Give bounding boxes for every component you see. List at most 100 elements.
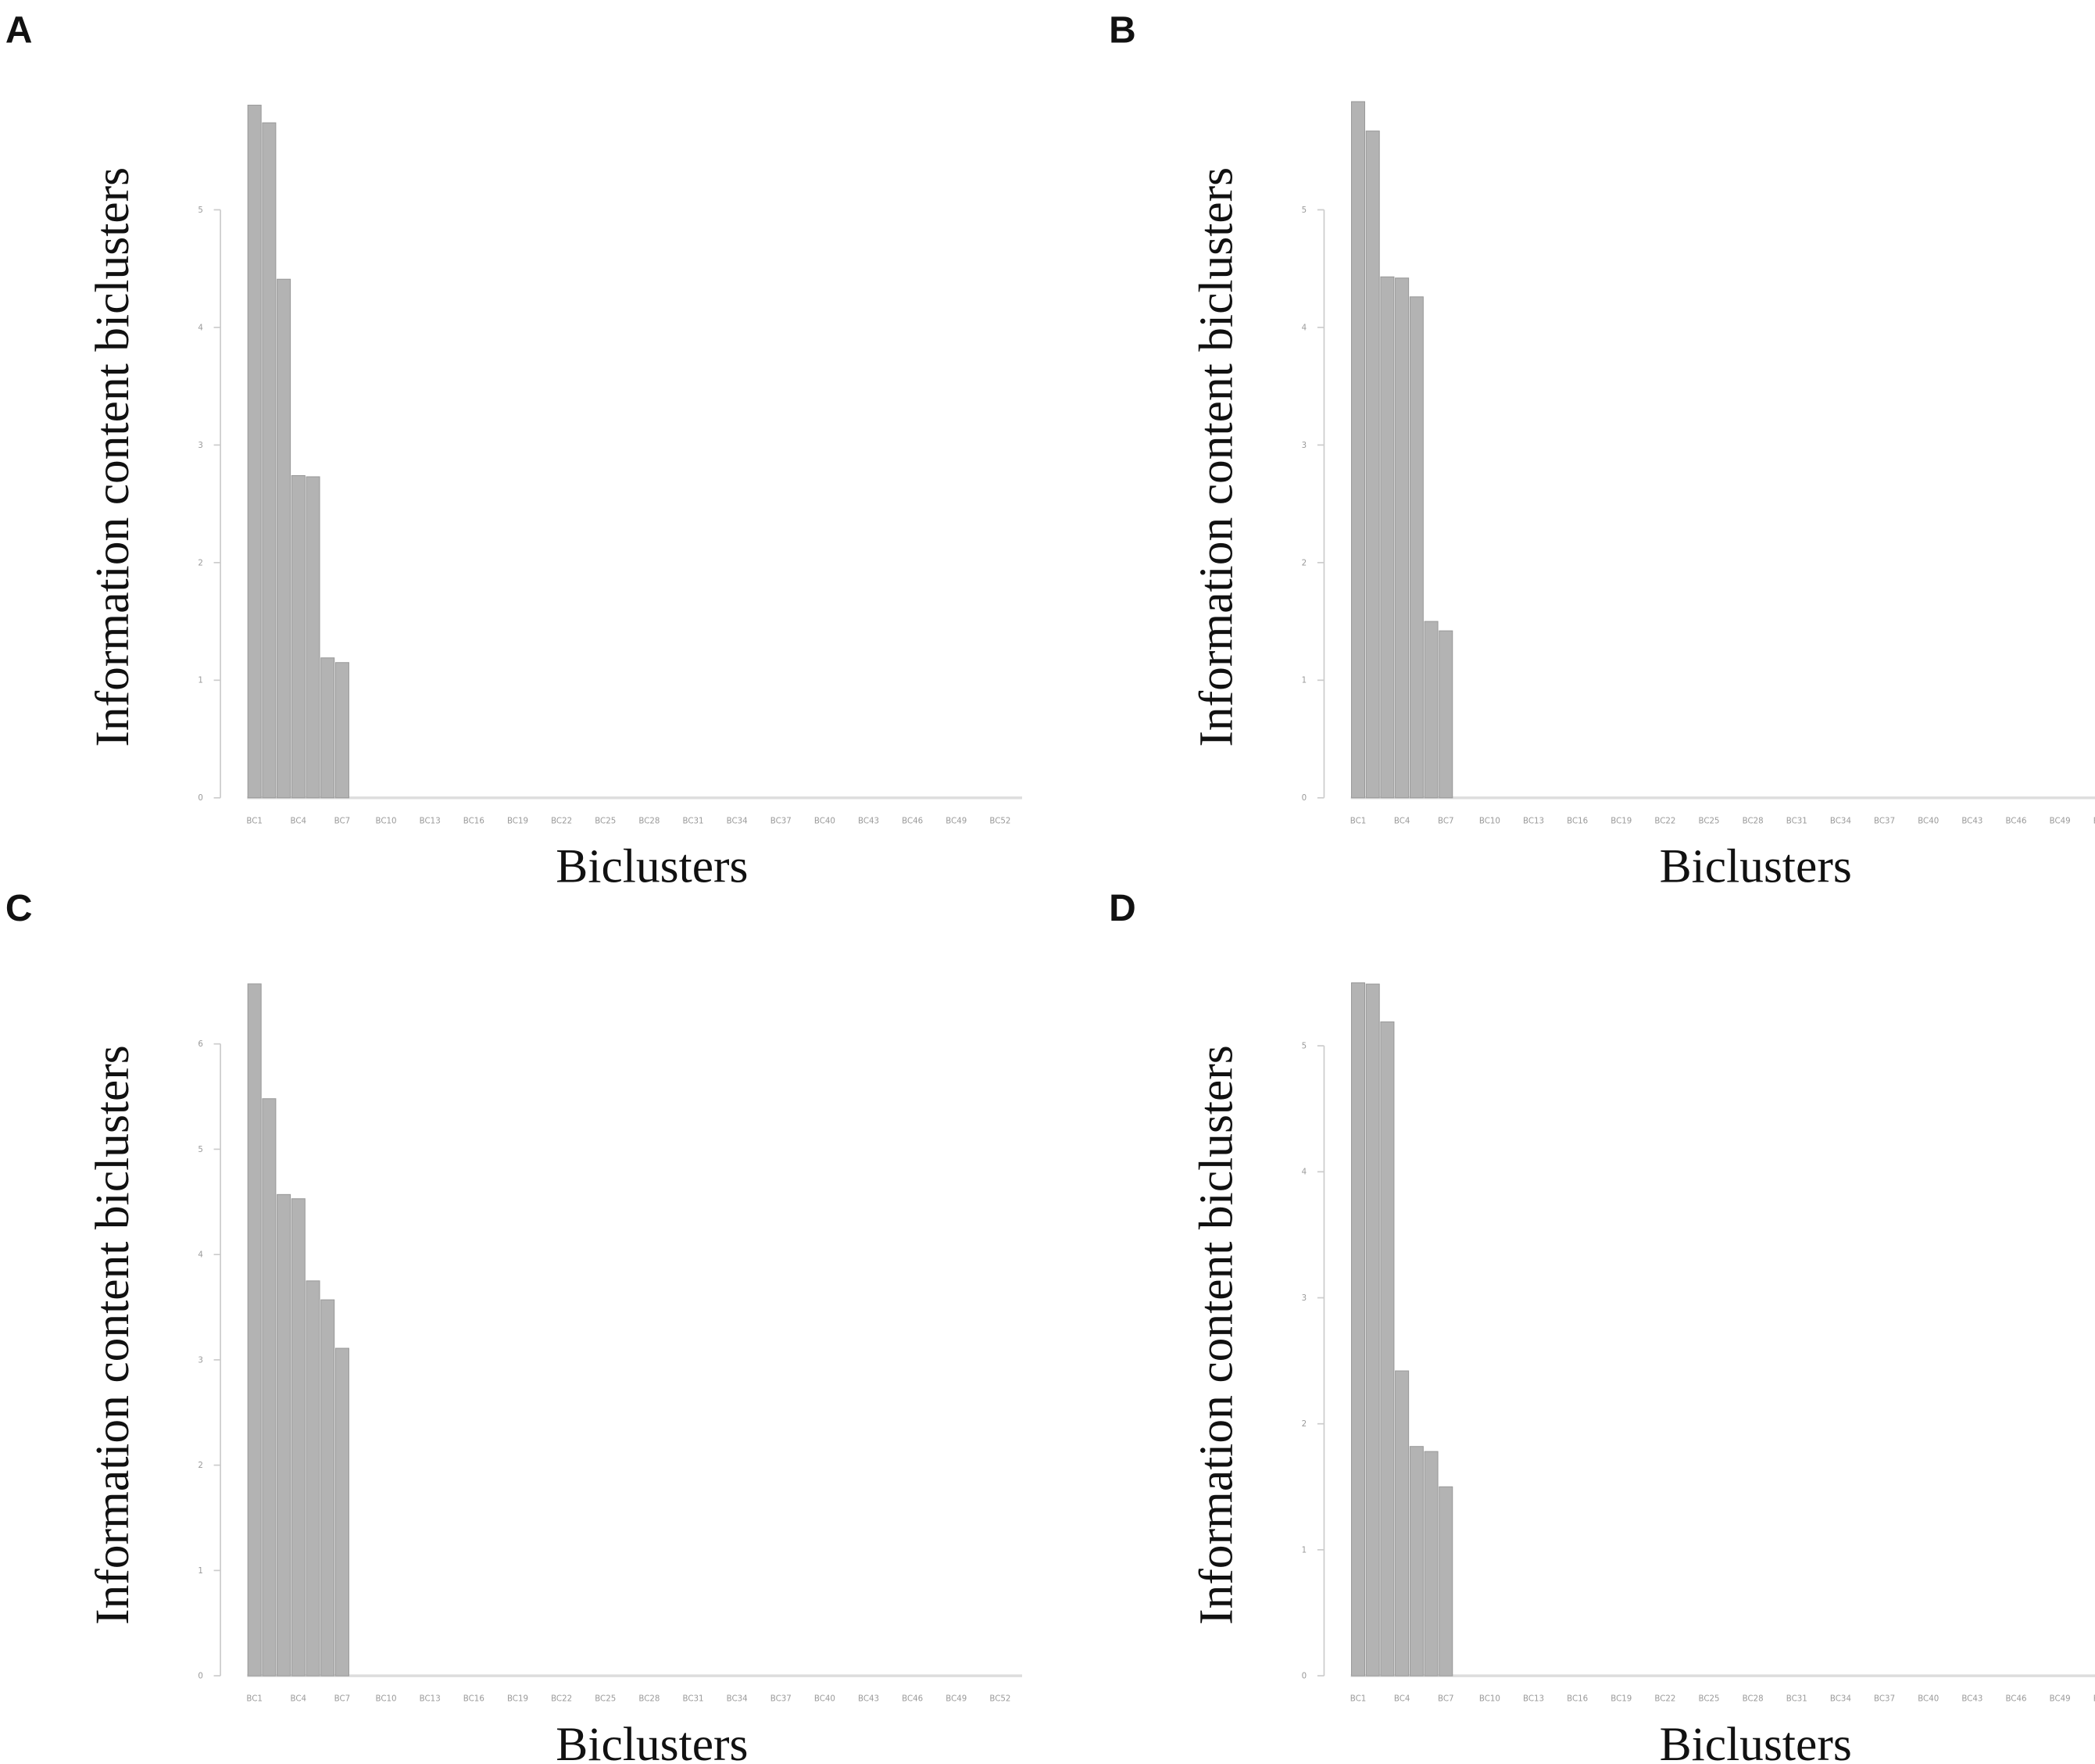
x-tick-label: BC37 — [770, 1694, 792, 1704]
x-tick-label: BC43 — [1961, 816, 1982, 825]
x-tick-label: BC46 — [902, 816, 923, 825]
x-tick-label: BC19 — [507, 1694, 528, 1704]
panel-label: D — [1109, 888, 1136, 929]
y-tick-label: 0 — [198, 793, 203, 803]
y-tick-label: 1 — [198, 676, 203, 685]
bar — [320, 1299, 335, 1676]
y-tick-label: 3 — [1302, 1293, 1307, 1303]
x-tick-label: BC25 — [595, 816, 616, 825]
bar — [334, 662, 349, 799]
x-tick-label: BC49 — [2050, 1694, 2071, 1704]
x-tick-label: BC25 — [1699, 816, 1720, 825]
x-tick-label: BC46 — [2005, 816, 2026, 825]
bar — [1350, 101, 1365, 799]
y-tick-label: 0 — [1302, 1672, 1307, 1681]
x-tick-label: BC22 — [1654, 816, 1675, 825]
x-tick-label: BC28 — [638, 1694, 660, 1704]
y-axis-title: Information content biclusters — [1189, 167, 1242, 747]
bar — [262, 1098, 277, 1676]
x-tick-label: BC19 — [1611, 816, 1632, 825]
y-axis-title: Information content biclusters — [86, 167, 139, 747]
x-tick-label: BC28 — [1743, 816, 1764, 825]
bar — [334, 1347, 349, 1676]
panel: 0 1 2 3 4 5 6 BC1 BC4 BC7 BC10 BC13 BC16 BC19 BC22 BC25… — [5, 888, 1023, 1764]
x-tick-label: BC34 — [1830, 816, 1851, 825]
bar — [291, 1198, 306, 1676]
y-tick-label: 2 — [198, 1461, 203, 1470]
bar — [1365, 131, 1380, 799]
x-tick-label: BC19 — [1611, 1694, 1632, 1704]
x-tick-label: BC10 — [376, 816, 397, 825]
x-tick-label: BC34 — [727, 816, 748, 825]
x-tick-label: BC46 — [2005, 1694, 2026, 1704]
x-tick-label: BC4 — [291, 1694, 307, 1704]
y-tick-label: 2 — [198, 558, 203, 567]
x-tick-label: BC7 — [334, 1694, 351, 1704]
x-tick-label: BC43 — [858, 816, 879, 825]
x-axis-title: Biclusters — [556, 1718, 748, 1764]
y-tick-label: 2 — [1302, 558, 1307, 567]
x-tick-label: BC37 — [1874, 1694, 1895, 1704]
x-tick-label: BC19 — [507, 816, 528, 825]
bar — [247, 983, 262, 1676]
x-tick-label: BC52 — [2093, 1694, 2095, 1704]
bar — [247, 105, 262, 799]
bar — [306, 1280, 320, 1676]
y-tick-label: 1 — [1302, 1545, 1307, 1555]
x-tick-label: BC10 — [1479, 1694, 1500, 1704]
bar — [1409, 1446, 1424, 1676]
x-tick-label: BC1 — [246, 816, 263, 825]
x-tick-label: BC34 — [1830, 1694, 1851, 1704]
panel-label: C — [5, 888, 33, 929]
y-tick-label: 0 — [1302, 793, 1307, 803]
bar — [262, 122, 277, 799]
y-tick-label: 3 — [198, 441, 203, 450]
y-tick-label: 5 — [1302, 1041, 1307, 1050]
x-tick-label: BC49 — [946, 816, 967, 825]
x-tick-label: BC37 — [1874, 816, 1895, 825]
x-tick-label: BC40 — [1918, 1694, 1939, 1704]
y-tick-label: 1 — [1302, 676, 1307, 685]
y-tick-label: 4 — [198, 323, 203, 332]
bar — [1439, 1486, 1453, 1676]
y-tick-label: 0 — [198, 1672, 203, 1681]
panel-label: A — [5, 10, 33, 52]
bar — [1350, 982, 1365, 1676]
x-tick-label: BC25 — [1699, 1694, 1720, 1704]
bar — [291, 474, 306, 799]
x-tick-label: BC4 — [291, 816, 307, 825]
y-tick-label: 3 — [1302, 441, 1307, 450]
bar — [1439, 630, 1453, 799]
y-axis-title: Information content biclusters — [1189, 1045, 1242, 1625]
bar — [277, 278, 291, 799]
x-tick-label: BC49 — [946, 1694, 967, 1704]
y-tick-label: 5 — [198, 206, 203, 215]
x-tick-label: BC25 — [595, 1694, 616, 1704]
x-tick-label: BC22 — [551, 1694, 572, 1704]
x-tick-label: BC4 — [1394, 816, 1410, 825]
x-axis-title: Biclusters — [1660, 1718, 1852, 1764]
x-tick-label: BC28 — [638, 816, 660, 825]
x-tick-label: BC7 — [1438, 816, 1454, 825]
bar — [306, 476, 320, 799]
x-tick-label: BC43 — [1961, 1694, 1982, 1704]
x-tick-label: BC22 — [551, 816, 572, 825]
panel: 0 1 2 3 4 5 BC1 BC4 BC7 BC10 BC13 BC16 BC19 BC22 BC25 B… — [1109, 10, 2095, 893]
y-tick-label: 2 — [1302, 1419, 1307, 1429]
x-tick-label: BC40 — [814, 816, 835, 825]
x-axis-title: Biclusters — [556, 840, 748, 893]
bar — [1380, 276, 1395, 799]
x-tick-label: BC31 — [682, 1694, 703, 1704]
x-tick-label: BC16 — [463, 1694, 484, 1704]
x-tick-label: BC10 — [1479, 816, 1500, 825]
x-tick-label: BC28 — [1743, 1694, 1764, 1704]
x-tick-label: BC1 — [246, 1694, 263, 1704]
x-tick-label: BC43 — [858, 1694, 879, 1704]
x-tick-label: BC52 — [2093, 816, 2095, 825]
y-tick-label: 6 — [198, 1039, 203, 1049]
panel-label: B — [1109, 10, 1136, 52]
x-tick-label: BC16 — [1567, 1694, 1588, 1704]
panel: 0 1 2 3 4 5 BC1 BC4 BC7 BC10 BC13 BC16 BC19 BC22 BC25 B… — [1109, 888, 2095, 1764]
bar — [1380, 1021, 1395, 1676]
x-tick-label: BC31 — [1786, 1694, 1807, 1704]
